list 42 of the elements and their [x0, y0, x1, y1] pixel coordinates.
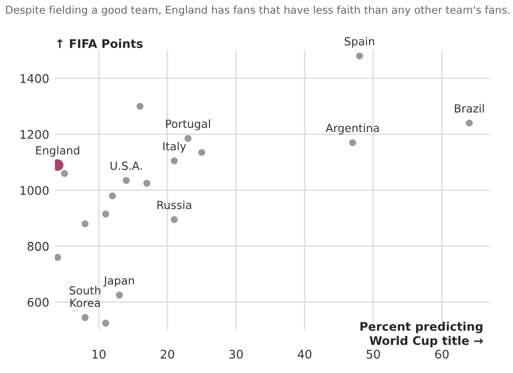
point: [109, 192, 116, 200]
point: [466, 120, 473, 127]
point: [82, 220, 89, 228]
y-tick-label: 600: [28, 298, 49, 307]
annotation: Spain: [344, 36, 374, 48]
point: [136, 102, 144, 110]
x-tick-label: 10: [92, 350, 106, 359]
x-tick-label: 30: [229, 350, 243, 359]
annotation: South Korea: [70, 286, 100, 308]
point: [61, 170, 68, 177]
annotation: Portugal: [166, 119, 210, 130]
point: [116, 292, 123, 299]
point: [356, 52, 364, 60]
x-tick-label: 50: [366, 350, 380, 359]
point: [82, 314, 89, 321]
chart-title: Despite fielding a good team, England has fans that have less faith than any other team's fans.: [6, 6, 510, 16]
point: [143, 180, 150, 187]
annotation: Brazil: [454, 104, 484, 113]
point: [54, 254, 62, 261]
annotation: Italy: [163, 142, 186, 153]
annotation: U.S.A.: [110, 162, 142, 170]
point: [170, 157, 178, 164]
annotation: Argentina: [326, 124, 379, 134]
point: [198, 148, 206, 156]
x-tick-label: 60: [435, 350, 449, 359]
point: [102, 320, 110, 327]
point: [122, 176, 130, 184]
point: [102, 210, 110, 218]
y-tick-label: 800: [28, 242, 49, 251]
point: [184, 135, 192, 142]
y-tick-label: 1200: [20, 130, 49, 139]
annotation: Russia: [158, 200, 192, 210]
x-tick-label: 20: [160, 350, 174, 359]
point: [170, 216, 178, 224]
x-axis-title: Percent predicting World Cup title →: [360, 322, 483, 348]
annotation: Japan: [103, 276, 134, 287]
point: [349, 139, 356, 146]
x-tick-label: 40: [298, 350, 312, 359]
annotation: England: [36, 146, 80, 157]
y-tick-label: 1400: [20, 74, 49, 83]
y-tick-label: 1000: [20, 186, 49, 195]
y-axis-title: ↑ FIFA Points: [57, 38, 143, 48]
